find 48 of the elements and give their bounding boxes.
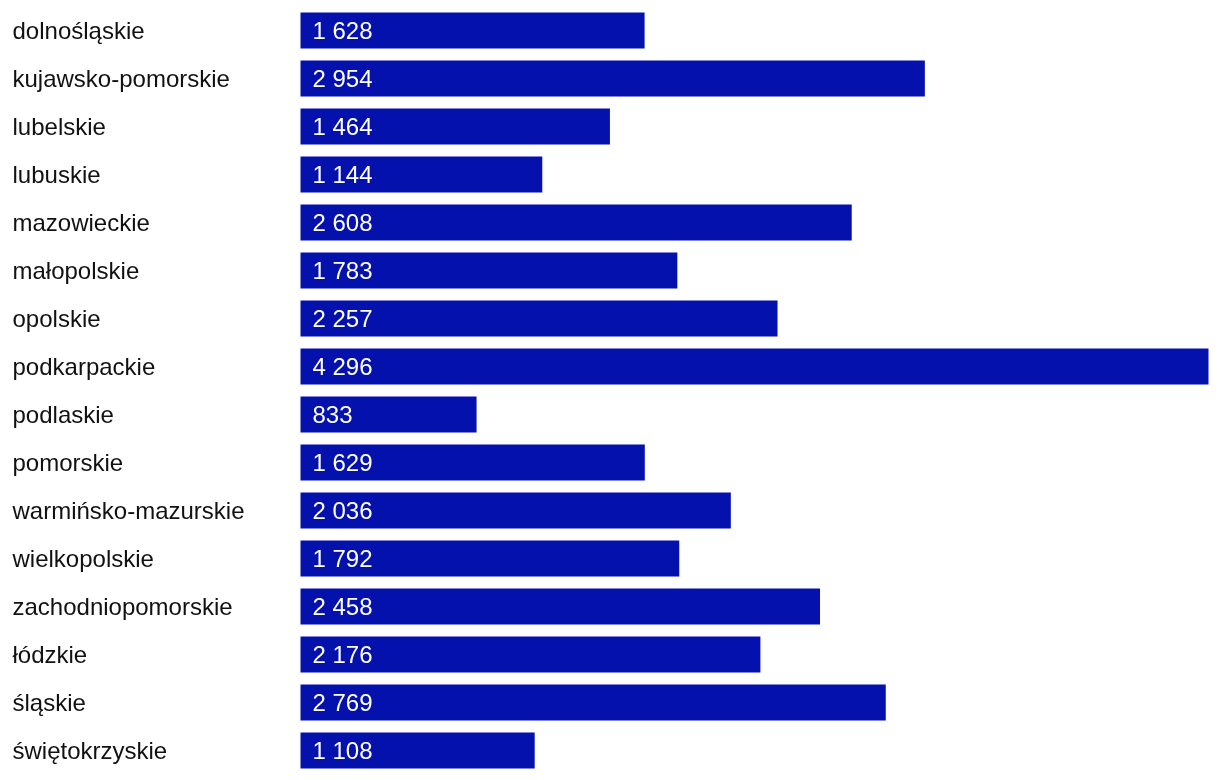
bar (300, 12, 645, 49)
y-tick-label: lubuskie (12, 161, 101, 188)
data-label: 1 792 (312, 545, 373, 572)
y-tick-label: wielkopolskie (11, 545, 154, 572)
bar (300, 444, 645, 481)
bar (300, 252, 678, 289)
y-tick-label: podkarpackie (12, 353, 156, 380)
y-tick-label: podlaskie (12, 401, 114, 428)
data-label: 2 769 (312, 689, 373, 716)
data-label: 1 108 (312, 737, 373, 764)
bar (300, 396, 477, 433)
bar (300, 492, 731, 529)
y-tick-label: małopolskie (12, 257, 140, 284)
data-label: 2 954 (312, 65, 373, 92)
y-tick-label: świętokrzyskie (12, 737, 168, 764)
bar (300, 108, 610, 145)
y-tick-label: mazowieckie (12, 209, 150, 236)
bar (300, 300, 778, 337)
data-label: 4 296 (312, 353, 373, 380)
y-tick-label: dolnośląskie (12, 17, 145, 44)
y-tick-label: kujawsko-pomorskie (12, 65, 230, 92)
data-label: 2 257 (312, 305, 373, 332)
data-label: 1 144 (312, 161, 373, 188)
y-tick-label: opolskie (12, 305, 101, 332)
bar (300, 156, 543, 193)
data-label: 1 783 (312, 257, 373, 284)
y-tick-label: zachodniopomorskie (12, 593, 233, 620)
y-tick-label: śląskie (12, 689, 86, 716)
data-label: 2 458 (312, 593, 373, 620)
data-label: 833 (312, 401, 353, 428)
bar (300, 348, 1209, 385)
data-label: 2 036 (312, 497, 373, 524)
bar (300, 60, 925, 97)
bar (300, 732, 535, 769)
y-tick-label: pomorskie (12, 449, 124, 476)
data-label: 2 608 (312, 209, 373, 236)
bar (300, 588, 821, 625)
y-tick-label: warmińsko-mazurskie (11, 497, 245, 524)
data-label: 1 629 (312, 449, 373, 476)
bar (300, 204, 852, 241)
data-label: 1 464 (312, 113, 373, 140)
y-tick-label: lubelskie (12, 113, 106, 140)
y-tick-label: łódzkie (12, 641, 88, 668)
data-label: 2 176 (312, 641, 373, 668)
bar (300, 540, 680, 577)
data-label: 1 628 (312, 17, 373, 44)
bar (300, 684, 886, 721)
bar (300, 636, 761, 673)
